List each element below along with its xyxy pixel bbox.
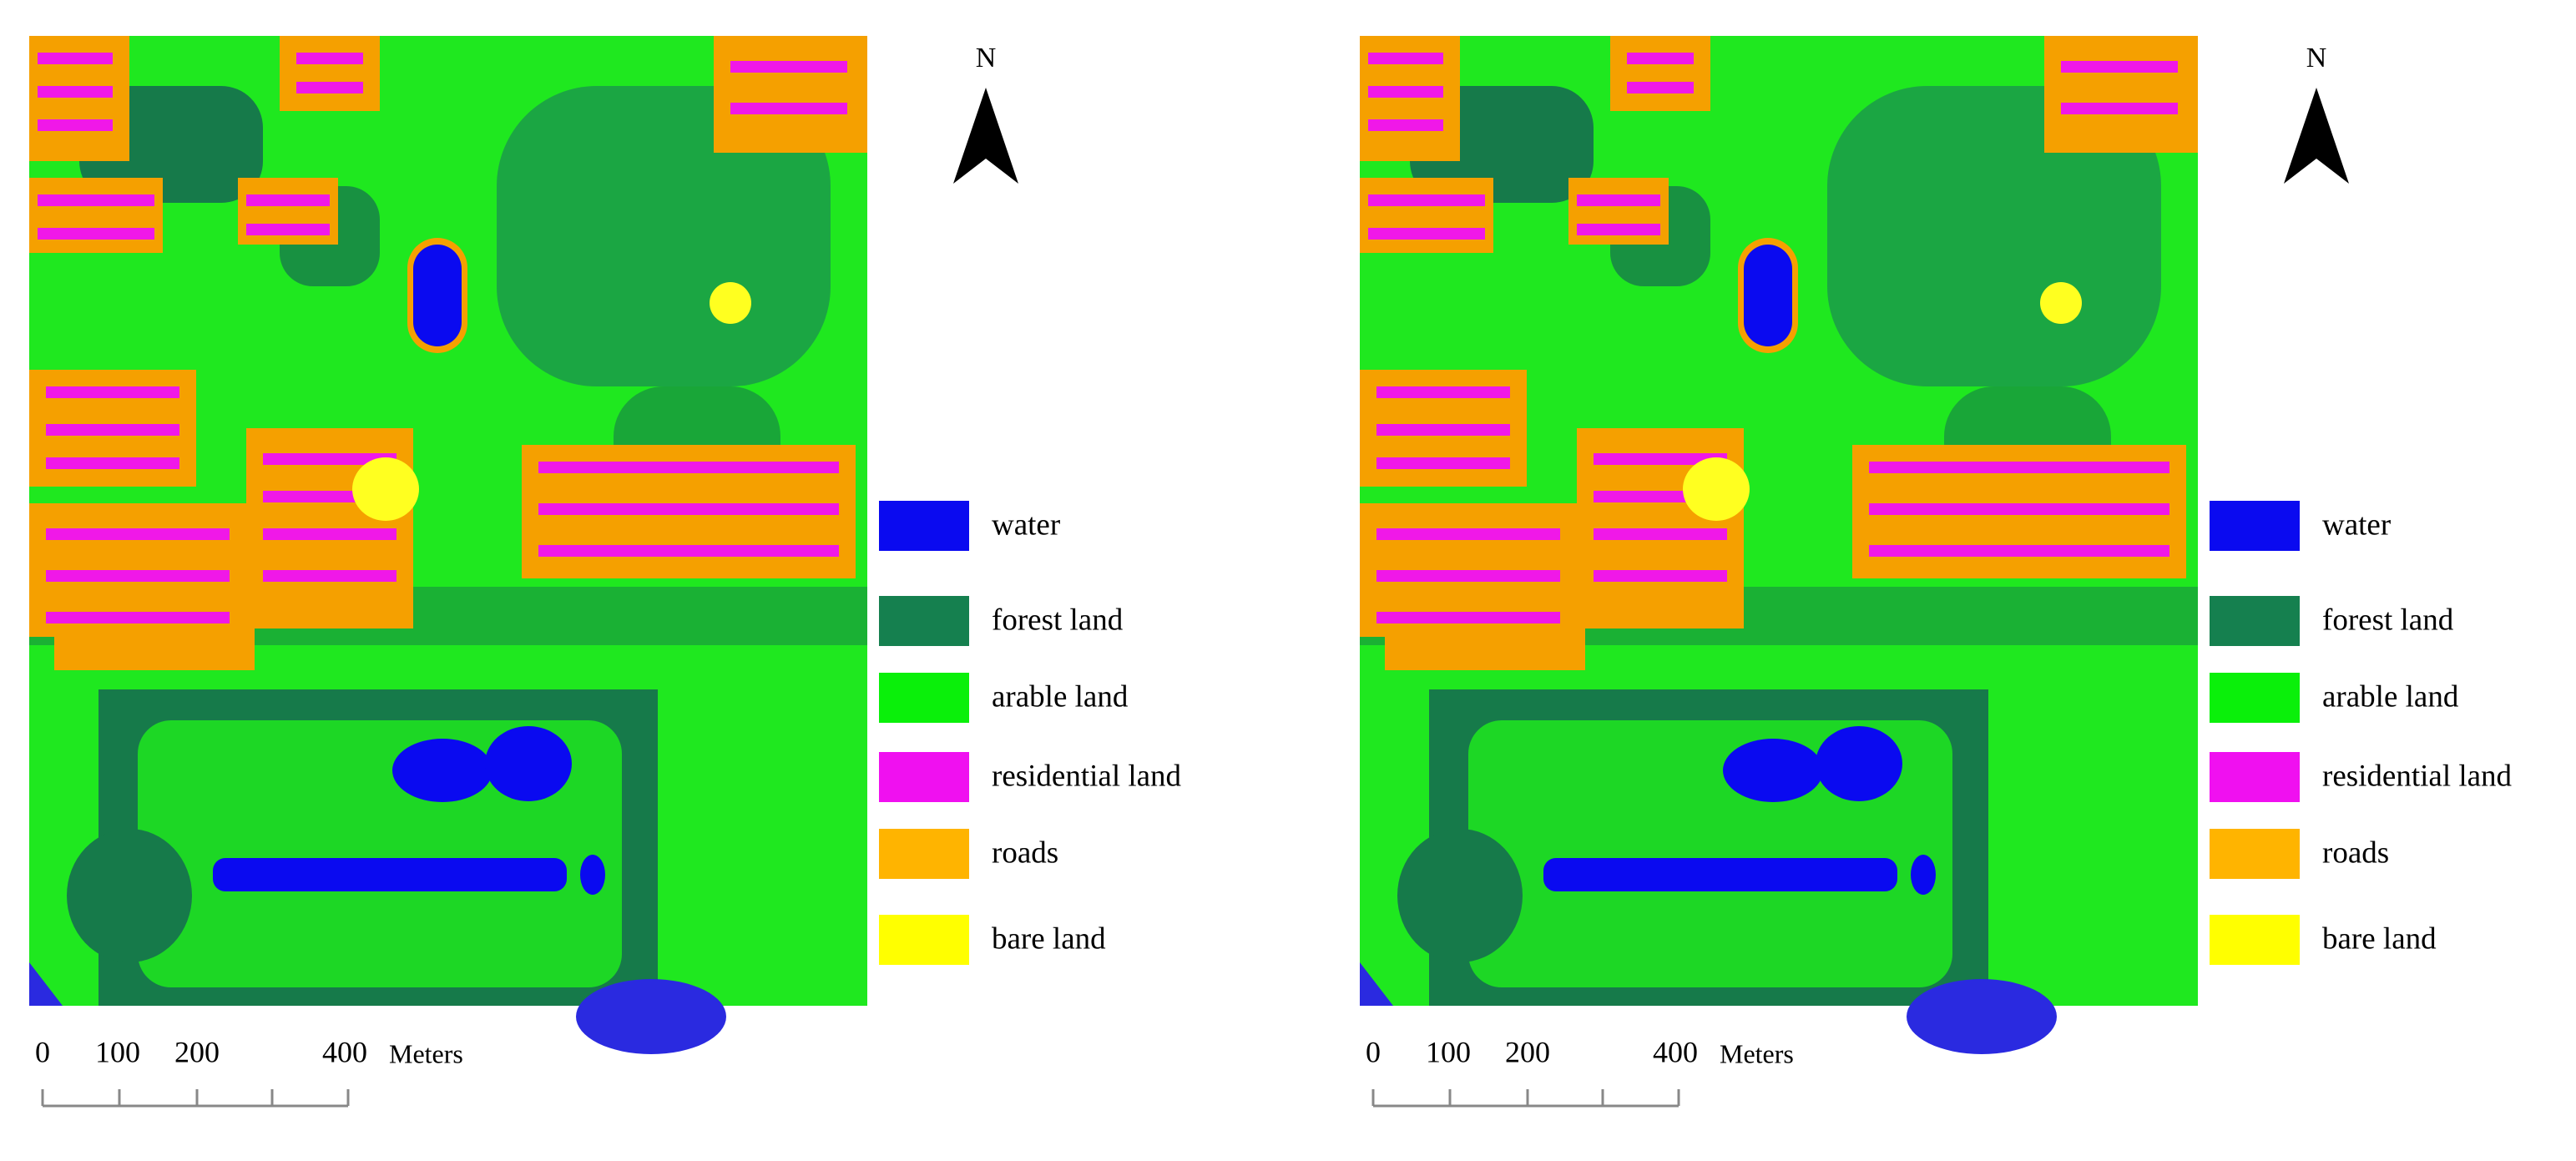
scale-unit: Meters <box>1720 1038 1794 1068</box>
north-label: N <box>976 43 997 73</box>
legend-label: roads <box>992 835 1058 870</box>
legend-swatch <box>2210 673 2300 723</box>
legend-swatch <box>2210 829 2300 879</box>
legend-label: bare land <box>2322 921 2437 956</box>
legend-swatch <box>879 501 969 551</box>
scale-label: 0 <box>35 1035 50 1068</box>
legend-swatch <box>879 752 969 802</box>
legend-label: residential land <box>992 759 1182 793</box>
scale-label: 400 <box>322 1035 367 1068</box>
legend-swatch <box>2210 752 2300 802</box>
north-label: N <box>2306 43 2327 73</box>
scale-label: 100 <box>95 1035 140 1068</box>
legend-swatch <box>2210 915 2300 965</box>
north-arrow <box>953 88 1018 184</box>
legend-label: water <box>992 507 1060 542</box>
legend-label: water <box>2322 507 2391 542</box>
legend-label: residential land <box>2322 759 2513 793</box>
scale-label: 200 <box>174 1035 220 1068</box>
legend-swatch <box>2210 596 2300 646</box>
legend-label: arable land <box>992 679 1129 714</box>
legend-swatch <box>879 596 969 646</box>
legend-label: arable land <box>2322 679 2459 714</box>
scale-label: 400 <box>1653 1035 1698 1068</box>
legend-swatch <box>879 673 969 723</box>
legend-label: forest land <box>2322 603 2454 637</box>
scale-label: 100 <box>1426 1035 1471 1068</box>
legend-swatch <box>2210 501 2300 551</box>
land-use-map <box>29 36 867 1054</box>
legend-swatch <box>879 915 969 965</box>
legend-label: roads <box>2322 835 2389 870</box>
north-arrow <box>2284 88 2349 184</box>
scale-label: 200 <box>1505 1035 1550 1068</box>
legend-swatch <box>879 829 969 879</box>
legend-label: bare land <box>992 921 1106 956</box>
legend-label: forest land <box>992 603 1124 637</box>
scale-unit: Meters <box>389 1038 463 1068</box>
scale-label: 0 <box>1366 1035 1381 1068</box>
land-use-map <box>1360 36 2198 1054</box>
